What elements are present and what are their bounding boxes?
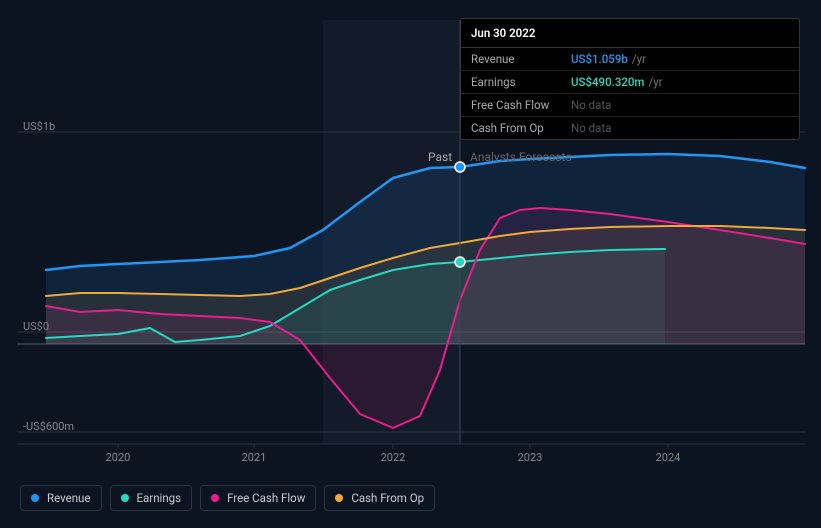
svg-text:2023: 2023 (518, 451, 543, 464)
legend-label: Earnings (137, 491, 182, 505)
svg-text:US$1b: US$1b (23, 120, 55, 133)
financial-chart: 2020 2021 2022 2023 2024 US$1b US$0 -US$600m Pa… (0, 0, 821, 524)
tooltip-row-label: Revenue (471, 52, 571, 66)
legend-dot (211, 494, 219, 502)
chart-tooltip: Jun 30 2022 RevenueUS$1.059b/yrEarningsU… (460, 18, 800, 140)
svg-text:US$0: US$0 (23, 320, 49, 333)
svg-text:2021: 2021 (242, 451, 267, 464)
tooltip-row-value: US$1.059b (571, 52, 628, 66)
tooltip-row-unit: /yr (648, 75, 662, 89)
forecast-label: Analysts Forecasts (470, 150, 572, 164)
svg-text:2024: 2024 (656, 451, 681, 464)
tooltip-row-value: No data (571, 98, 611, 112)
tooltip-row-value: No data (571, 121, 611, 135)
tooltip-row-unit: /yr (632, 52, 646, 66)
tooltip-row-value: US$490.320m (571, 75, 644, 89)
chart-legend: Revenue Earnings Free Cash Flow Cash From O… (20, 485, 435, 511)
legend-label: Cash From Op (351, 491, 424, 505)
legend-item[interactable]: Free Cash Flow (200, 485, 316, 511)
legend-dot (335, 494, 343, 502)
legend-label: Revenue (47, 491, 91, 505)
legend-item[interactable]: Revenue (20, 485, 102, 511)
tooltip-row-label: Earnings (471, 75, 571, 89)
svg-text:2022: 2022 (381, 451, 406, 464)
legend-item[interactable]: Earnings (110, 485, 193, 511)
tooltip-row: Free Cash FlowNo data (461, 94, 799, 117)
legend-item[interactable]: Cash From Op (324, 485, 435, 511)
legend-dot (121, 494, 129, 502)
tooltip-date: Jun 30 2022 (461, 19, 799, 48)
legend-dot (31, 494, 39, 502)
tooltip-row: RevenueUS$1.059b/yr (461, 48, 799, 71)
tooltip-row: EarningsUS$490.320m/yr (461, 71, 799, 94)
svg-text:2020: 2020 (106, 451, 131, 464)
past-label: Past (428, 150, 452, 164)
svg-text:-US$600m: -US$600m (23, 420, 74, 433)
tooltip-row: Cash From OpNo data (461, 117, 799, 139)
legend-label: Free Cash Flow (227, 491, 305, 505)
tooltip-row-label: Free Cash Flow (471, 98, 571, 112)
tooltip-row-label: Cash From Op (471, 121, 571, 135)
